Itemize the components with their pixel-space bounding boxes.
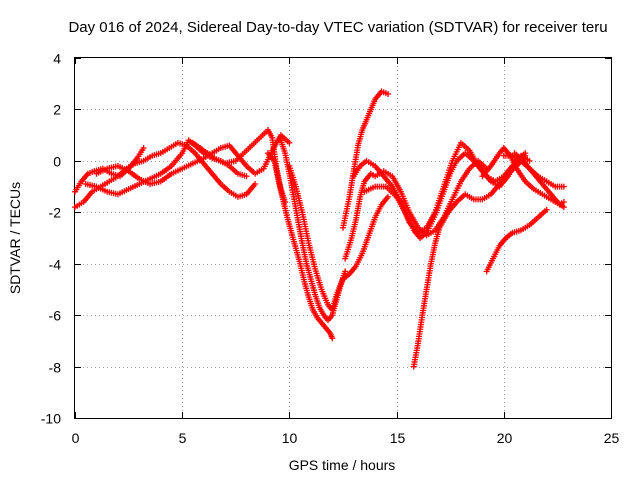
x-tick-label: 25 (604, 430, 620, 446)
grid (75, 58, 611, 418)
series-track-h (286, 163, 392, 313)
chart-title: Day 016 of 2024, Sidereal Day-to-day VTE… (68, 19, 607, 36)
x-axis: 0 5 10 15 20 25 (72, 58, 620, 446)
data-point-marker (526, 157, 533, 164)
y-axis: -10 -8 -6 -4 -2 0 2 4 (41, 51, 611, 427)
series-track-n (483, 206, 550, 275)
y-axis-label: SDTVAR / TECUs (7, 182, 23, 294)
y-tick-label: 2 (53, 102, 61, 118)
x-tick-label: 5 (179, 430, 187, 446)
series-track-b (72, 139, 259, 211)
data-point-marker (140, 145, 147, 151)
data-point-marker (543, 206, 550, 213)
x-tick-label: 20 (497, 430, 513, 446)
data-point-marker (560, 183, 567, 190)
data-point-marker (560, 199, 567, 205)
series-track-e (189, 127, 289, 205)
series-track-q (511, 150, 567, 211)
y-tick-label: 4 (53, 51, 61, 67)
series-track-f (264, 150, 336, 342)
y-tick-label: -4 (49, 257, 62, 273)
series-track-i (340, 88, 392, 231)
data-point-marker (342, 268, 349, 275)
x-axis-label: GPS time / hours (289, 457, 396, 473)
data-point-marker (385, 193, 392, 200)
x-tick-label: 15 (390, 430, 406, 446)
data-point-marker (560, 204, 567, 211)
y-tick-label: 0 (53, 154, 61, 170)
series-track-m (410, 152, 529, 370)
data-point-marker (329, 335, 336, 342)
x-tick-label: 10 (282, 430, 298, 446)
y-tick-label: -8 (49, 360, 62, 376)
data-point-marker (522, 152, 529, 159)
plot-frame (74, 57, 612, 419)
data-point-marker (252, 181, 259, 187)
y-tick-label: -2 (49, 205, 62, 221)
x-tick-label: 0 (72, 430, 80, 446)
data-marks (72, 88, 567, 370)
series-track-o (479, 145, 567, 208)
y-tick-label: -10 (41, 411, 61, 427)
data-point-marker (243, 173, 250, 180)
data-point-marker (385, 91, 392, 97)
y-tick-label: -6 (49, 308, 62, 324)
data-point-marker (286, 139, 293, 146)
